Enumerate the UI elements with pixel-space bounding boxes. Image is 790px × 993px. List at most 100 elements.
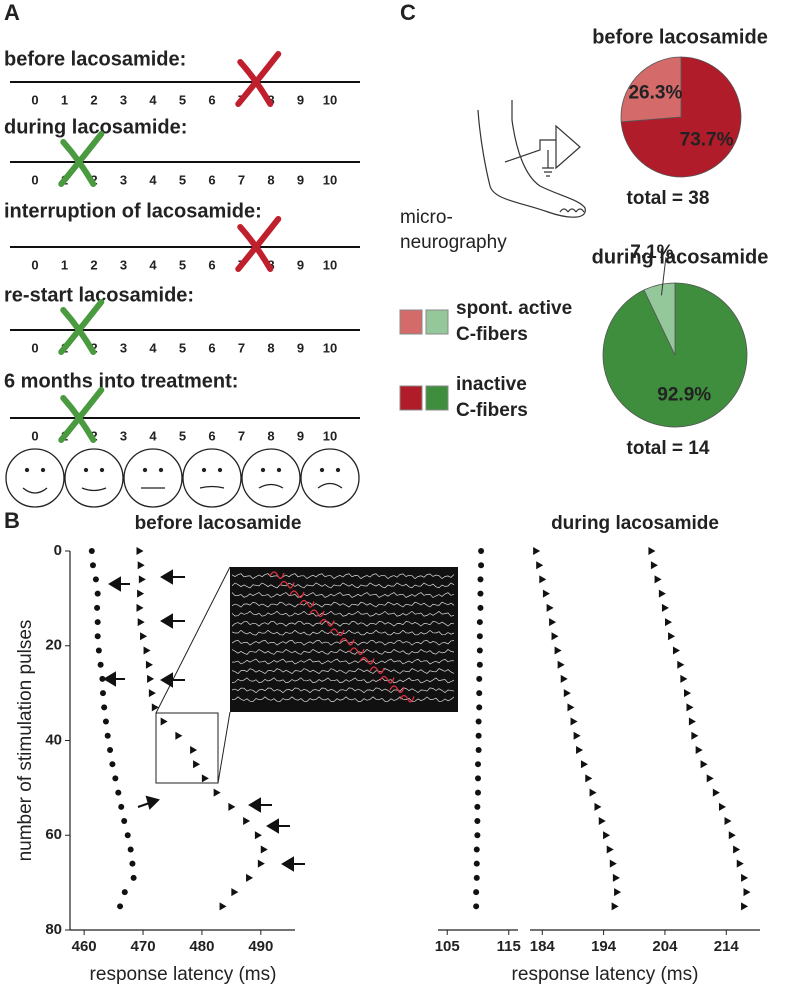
- point: [257, 859, 265, 868]
- point: [475, 761, 481, 768]
- point: [557, 660, 565, 669]
- point: [609, 859, 617, 868]
- point: [121, 889, 128, 896]
- point: [542, 589, 550, 598]
- trace: [231, 573, 455, 580]
- spike: [279, 580, 295, 589]
- scale-tick: 3: [120, 257, 127, 272]
- point: [665, 618, 672, 627]
- spike: [339, 637, 355, 646]
- point: [219, 902, 227, 911]
- scale-tick: 0: [31, 428, 38, 443]
- point: [700, 760, 708, 769]
- point: [89, 562, 96, 569]
- point: [99, 690, 106, 697]
- point: [109, 761, 116, 768]
- point: [475, 746, 482, 753]
- scale-tick: 4: [149, 92, 157, 107]
- x-tick-label: 470: [131, 938, 156, 955]
- scale-tick: 9: [297, 340, 304, 355]
- point: [476, 704, 483, 711]
- point: [473, 860, 480, 867]
- point: [741, 873, 749, 882]
- legend-swatch: [399, 309, 423, 335]
- point: [473, 903, 480, 910]
- point: [733, 845, 741, 854]
- eye: [201, 467, 207, 473]
- leader: [660, 257, 667, 296]
- point: [94, 604, 101, 611]
- point: [88, 548, 95, 554]
- face: [123, 448, 183, 508]
- mouth: [22, 487, 48, 494]
- x-tick-label: 214: [714, 938, 740, 955]
- legend-swatch: [399, 385, 423, 411]
- trace: [231, 648, 455, 655]
- point: [476, 690, 483, 697]
- spike: [379, 675, 395, 684]
- point: [563, 689, 571, 698]
- x-tick-label: 105: [435, 938, 460, 955]
- point: [580, 760, 588, 769]
- point: [228, 802, 236, 811]
- eye: [276, 467, 282, 473]
- point: [143, 646, 151, 655]
- trace: [231, 601, 455, 608]
- scale-tick: 6: [208, 428, 215, 443]
- point: [684, 689, 692, 698]
- spike: [289, 590, 305, 599]
- vas-mark: [235, 51, 282, 107]
- scale-tick: 0: [31, 92, 38, 107]
- eye: [40, 467, 46, 473]
- legend-label: C-fibers: [456, 400, 528, 421]
- face-outline: [300, 448, 360, 508]
- point: [536, 561, 544, 570]
- point: [477, 590, 484, 597]
- spike: [329, 628, 345, 637]
- micro-label: micro-: [400, 207, 453, 228]
- panel-label: A: [4, 0, 20, 25]
- x-axis-label: response latency (ms): [90, 964, 277, 985]
- scale-tick: 3: [120, 172, 127, 187]
- trace: [231, 668, 455, 675]
- scale-tick: 10: [323, 340, 337, 355]
- point: [137, 561, 145, 570]
- panel-label: B: [4, 508, 20, 533]
- point: [95, 647, 102, 654]
- point: [104, 732, 111, 739]
- legend-swatch: [425, 385, 449, 411]
- scale-tick: 4: [149, 428, 157, 443]
- trace: [231, 658, 455, 665]
- spike: [299, 599, 315, 608]
- scale-tick: 10: [323, 172, 337, 187]
- legend-label: inactive: [456, 374, 527, 395]
- scale-tick: 1: [61, 92, 68, 107]
- eye: [158, 467, 164, 473]
- face-outline: [5, 448, 65, 508]
- face: [241, 448, 301, 508]
- point: [254, 831, 262, 840]
- scale-tick: 9: [297, 428, 304, 443]
- point: [151, 703, 159, 712]
- point: [476, 647, 483, 654]
- point: [712, 788, 720, 797]
- scale-tick: 10: [323, 428, 337, 443]
- point: [121, 818, 128, 825]
- scale-tick: 5: [179, 428, 186, 443]
- spike: [269, 571, 285, 580]
- trace: [231, 621, 455, 627]
- point: [477, 576, 484, 583]
- point: [127, 846, 134, 853]
- point: [201, 774, 209, 783]
- point: [743, 888, 751, 897]
- point: [533, 547, 541, 555]
- point: [246, 873, 254, 882]
- face-outline: [241, 448, 301, 508]
- point: [475, 732, 482, 739]
- point: [213, 788, 221, 797]
- point: [243, 817, 251, 826]
- row-label: re-start lacosamide:: [4, 284, 194, 306]
- face-outline: [64, 448, 124, 508]
- scale-tick: 9: [297, 92, 304, 107]
- point: [136, 603, 144, 612]
